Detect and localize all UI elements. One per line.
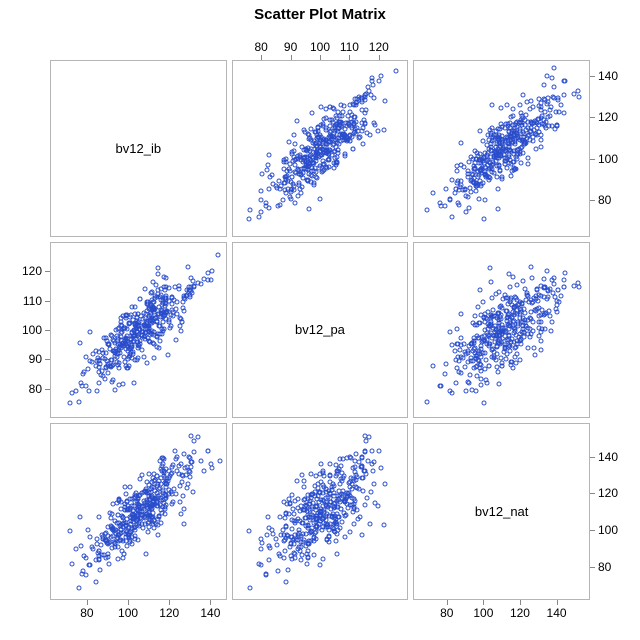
diagonal-panel: bv12_nat <box>413 423 590 600</box>
scatter-panel <box>50 423 227 600</box>
scatter-panel <box>413 242 590 419</box>
tick-label: 80 <box>255 40 268 54</box>
tick-label: 100 <box>22 323 42 337</box>
tick-label: 80 <box>440 606 453 620</box>
tick-label: 100 <box>310 40 330 54</box>
tick-label: 120 <box>22 264 42 278</box>
variable-label: bv12_pa <box>233 243 408 418</box>
tick-label: 80 <box>80 606 93 620</box>
scatter-panel <box>232 423 409 600</box>
tick-label: 120 <box>510 606 530 620</box>
tick-label: 80 <box>598 560 611 574</box>
tick-label: 80 <box>29 382 42 396</box>
variable-label: bv12_nat <box>414 424 589 599</box>
scatter-panel <box>50 242 227 419</box>
tick-label: 80 <box>598 193 611 207</box>
variable-label: bv12_ib <box>51 61 226 236</box>
plot-grid: bv12_ibbv12_pabv12_nat <box>50 60 590 600</box>
tick-label: 140 <box>598 69 618 83</box>
tick-label: 120 <box>159 606 179 620</box>
scatter-matrix: Scatter Plot Matrix bv12_ibbv12_pabv12_n… <box>0 0 640 640</box>
tick-label: 140 <box>547 606 567 620</box>
tick-label: 120 <box>598 110 618 124</box>
tick-label: 90 <box>29 352 42 366</box>
tick-label: 100 <box>118 606 138 620</box>
tick-label: 100 <box>598 523 618 537</box>
tick-label: 100 <box>598 152 618 166</box>
diagonal-panel: bv12_pa <box>232 242 409 419</box>
tick-label: 140 <box>598 450 618 464</box>
chart-title: Scatter Plot Matrix <box>0 6 640 23</box>
tick-label: 90 <box>284 40 297 54</box>
tick-label: 110 <box>23 294 42 308</box>
tick-label: 100 <box>473 606 493 620</box>
tick-label: 140 <box>200 606 220 620</box>
scatter-panel <box>413 60 590 237</box>
tick-label: 120 <box>369 40 389 54</box>
tick-label: 110 <box>340 40 359 54</box>
scatter-panel <box>232 60 409 237</box>
tick-label: 120 <box>598 486 618 500</box>
diagonal-panel: bv12_ib <box>50 60 227 237</box>
